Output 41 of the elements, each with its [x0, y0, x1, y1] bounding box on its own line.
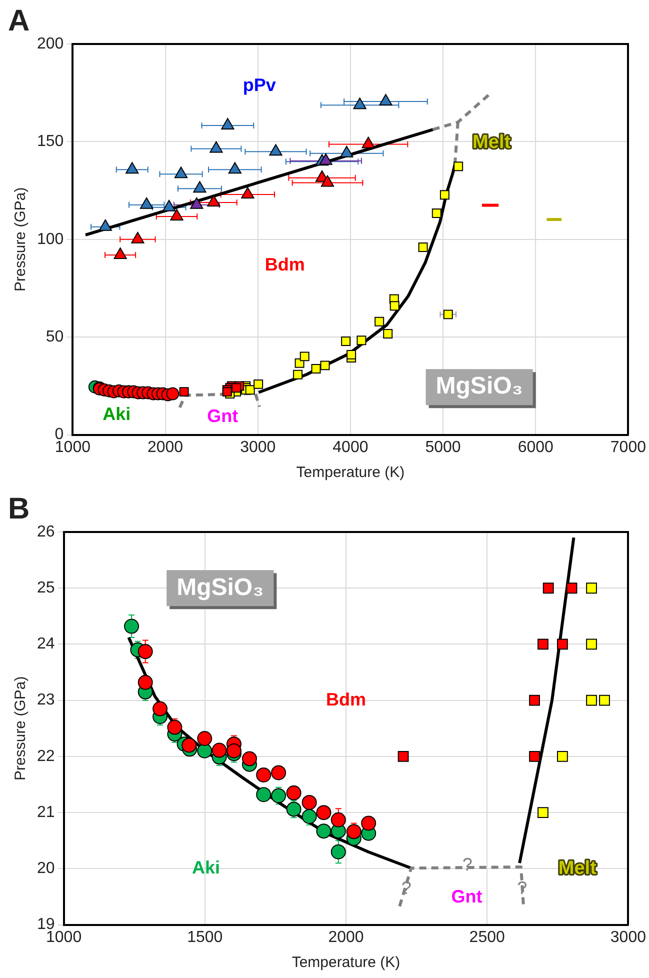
- y-tick-label: 24: [37, 636, 55, 653]
- annotation: MgSiO₃: [176, 574, 264, 601]
- x-tick-label: 3000: [610, 928, 646, 946]
- y-tick-label: 26: [37, 523, 55, 540]
- annotation: Melt: [558, 858, 598, 879]
- annotation: ?: [462, 854, 472, 874]
- annotation: Melt: [472, 132, 512, 154]
- y-tick-label: 150: [36, 133, 64, 150]
- y-tick-label: 23: [37, 692, 55, 709]
- x-tick-label: 6000: [518, 438, 554, 456]
- x-tick-label: 4000: [332, 438, 368, 456]
- annotation: pPv: [242, 74, 276, 95]
- annotation: Aki: [192, 858, 220, 878]
- y-tick-label: 50: [46, 328, 64, 346]
- chart-title: B: [8, 492, 30, 526]
- x-tick-label: 5000: [425, 438, 461, 456]
- y-axis-title: Pressure (GPa): [12, 676, 30, 780]
- x-axis-title: Temperature (K): [292, 954, 400, 972]
- annotation: Aki: [102, 404, 131, 424]
- x-tick-label: 3000: [240, 438, 276, 456]
- y-tick-label: 100: [36, 230, 64, 248]
- x-tick-label: 2500: [469, 928, 505, 946]
- x-tick-label: 2000: [328, 928, 364, 946]
- y-tick-label: 200: [36, 35, 64, 52]
- chart-title: A: [8, 4, 30, 38]
- x-tick-label: 1500: [187, 928, 223, 946]
- x-tick-label: 1000: [46, 928, 82, 946]
- x-axis-title: Temperature (K): [296, 464, 405, 482]
- y-tick-label: 25: [37, 580, 55, 597]
- y-axis-title: Pressure (GPa): [12, 187, 30, 292]
- x-tick-label: 7000: [610, 438, 646, 456]
- x-tick-label: 2000: [147, 438, 184, 456]
- y-tick-label: 22: [37, 748, 55, 765]
- y-tick-label: 21: [37, 804, 55, 821]
- annotation: Gnt: [451, 886, 482, 906]
- annotation: Bdm: [326, 689, 366, 710]
- x-tick-label: 1000: [54, 438, 91, 456]
- annotation: Bdm: [264, 254, 305, 275]
- y-tick-label: 20: [37, 860, 55, 878]
- annotation: Gnt: [207, 406, 238, 426]
- annotation: MgSiO₃: [436, 372, 523, 400]
